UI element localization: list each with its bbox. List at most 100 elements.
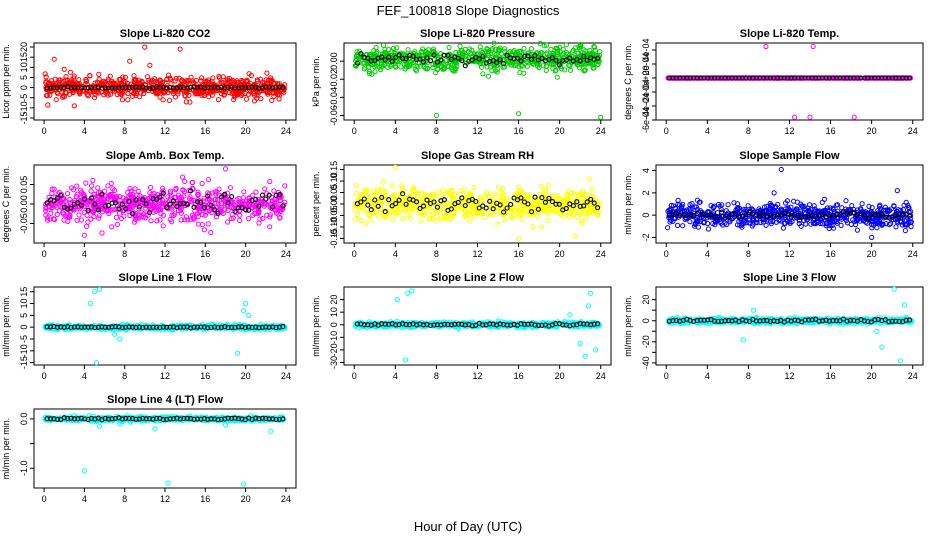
data-point [405,47,411,53]
data-point [843,198,849,204]
reference-point [99,85,105,91]
data-point [725,202,731,208]
outlier-point [763,43,769,50]
data-point [854,227,861,233]
data-point [399,183,405,189]
data-point [893,224,899,230]
data-point [446,44,452,51]
reference-point [181,84,187,91]
outlier-point [142,44,148,50]
outlier-point [177,46,183,52]
data-point [517,70,523,76]
x-tick-label: 4 [82,371,87,381]
data-point [267,224,273,230]
data-point [82,88,88,94]
data-point [122,74,129,80]
reference-point [188,84,194,90]
reference-point [44,85,50,91]
data-point [478,61,484,67]
x-tick-label: 24 [596,126,606,136]
data-point [271,188,277,194]
data-point [199,211,205,217]
data-point [160,223,166,229]
data-point [239,77,245,84]
reference-point [116,85,122,91]
data-point [270,90,276,96]
data-point [472,52,478,58]
data-point [495,221,501,227]
plot-frame [655,164,924,244]
data-point [54,89,60,96]
data-point [152,78,158,85]
data-point [48,210,54,216]
data-point [60,94,66,100]
y-tick-label: -0.05 [19,213,29,234]
data-point [543,67,549,74]
data-point [554,48,561,54]
data-point [47,92,53,98]
data-point [87,72,93,79]
outlier-point [91,95,98,101]
y-tick-label: 5 [19,313,29,318]
reference-point [256,85,262,92]
data-point [154,89,160,96]
data-point [96,71,102,77]
data-point [275,92,281,98]
x-tick-label: 8 [434,249,439,259]
data-point [198,78,204,84]
data-point [355,212,361,218]
data-point [530,223,536,230]
reference-point [235,85,242,91]
outlier-point [572,233,578,239]
reference-point [82,85,88,91]
data-point [148,184,154,191]
data-point [353,190,359,196]
y-tick-label: -2 [641,233,651,241]
panel-title: Slope Sample Flow [739,150,840,162]
outlier-point [810,43,816,50]
data-point [467,218,473,224]
reference-point [280,85,286,91]
data-point [389,183,395,189]
data-point [545,217,551,223]
data-point [434,213,440,219]
data-point [471,185,477,191]
data-point [246,216,252,222]
panel-4: Slope Amb. Box Temp.degrees C per min.0 4… [1,150,297,259]
reference-point [106,85,112,91]
data-point [537,41,543,47]
data-point [231,97,237,103]
data-point [201,227,207,233]
outlier-point [127,58,133,64]
reference-point [205,84,211,91]
y-tick-label: 0.15 [329,161,339,179]
data-point [501,217,508,223]
x-tick-label: 20 [867,249,877,259]
data-point [90,177,96,184]
panel-ylabel: degrees C per min. [623,43,633,120]
data-point [217,80,223,86]
reference-point [194,84,201,90]
data-point [859,201,865,207]
x-tick-label: 24 [596,249,606,259]
data-point [243,79,250,85]
data-point [67,69,74,75]
data-point [118,215,125,222]
panel-title: Slope Li-820 Temp. [740,28,839,40]
data-point [538,183,544,189]
data-point [241,189,247,195]
data-point [519,216,525,222]
series-points [352,40,604,120]
data-point [42,71,48,77]
x-tick-label: 8 [122,126,127,136]
outlier-point [778,166,784,173]
x-tick-label: 20 [241,126,251,136]
data-point [195,213,201,219]
data-point [269,77,275,84]
data-point [546,182,552,188]
y-tick-label: -15 [19,111,29,124]
data-point [99,82,105,88]
data-point [113,214,120,220]
